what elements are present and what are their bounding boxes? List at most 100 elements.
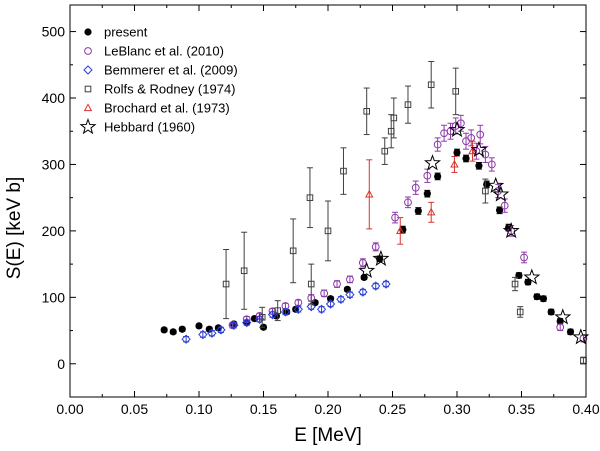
- x-axis-label: E [MeV]: [294, 425, 362, 446]
- data-point: [358, 261, 376, 279]
- data-point: [360, 273, 368, 282]
- y-tick-label: 200: [42, 223, 66, 239]
- data-point: [325, 299, 336, 309]
- x-tick-label: 0.05: [121, 401, 148, 417]
- data-point: [539, 295, 548, 303]
- legend-label: Hebbard (1960): [104, 120, 195, 135]
- data-point: [181, 334, 191, 344]
- data-point: [470, 140, 488, 158]
- data-point: [336, 294, 346, 305]
- data-point: [216, 325, 226, 335]
- legend-label: Rolfs & Rodney (1974): [104, 82, 236, 97]
- data-point: [306, 301, 316, 312]
- data-point: [448, 120, 466, 138]
- data-point: [404, 198, 412, 207]
- data-point: [495, 206, 504, 214]
- data-point: [340, 167, 347, 175]
- y-tick-label: 500: [42, 24, 66, 40]
- plot-frame: [69, 4, 587, 398]
- data-point: [482, 187, 489, 195]
- x-tick-label: 0.30: [443, 401, 470, 417]
- legend-label: Brochard et al. (1973): [104, 101, 230, 116]
- data-point: [520, 253, 528, 262]
- data-point: [414, 207, 422, 215]
- series-4: [365, 140, 477, 245]
- data-point: [371, 281, 381, 291]
- data-point: [363, 108, 370, 115]
- data-point: [452, 88, 460, 95]
- data-point: [453, 148, 461, 157]
- data-point: [346, 275, 354, 284]
- data-point: [274, 307, 281, 314]
- data-point: [411, 183, 420, 192]
- data-point: [390, 114, 398, 122]
- data-point: [533, 293, 541, 301]
- data-point: [500, 201, 509, 210]
- data-point: [475, 162, 483, 170]
- data-point: [289, 247, 297, 255]
- data-point: [294, 298, 303, 307]
- x-tick-label: 0.00: [56, 401, 83, 417]
- data-point: [492, 185, 510, 202]
- data-point: [487, 160, 496, 169]
- data-point: [502, 221, 520, 239]
- data-point: [280, 307, 291, 317]
- data-point: [242, 317, 252, 328]
- data-point: [395, 226, 405, 234]
- data-point: [178, 325, 186, 333]
- data-point: [511, 280, 519, 288]
- legend-marker: [84, 47, 92, 55]
- legend-label: present: [104, 25, 148, 40]
- data-point: [381, 279, 391, 289]
- data-point: [468, 146, 477, 155]
- data-point: [326, 295, 335, 303]
- data-point: [293, 304, 304, 315]
- data-point: [426, 207, 436, 216]
- y-tick-label: 300: [42, 156, 66, 172]
- x-tick-label: 0.35: [508, 401, 535, 417]
- legend-marker: [83, 103, 93, 112]
- data-point: [198, 329, 208, 340]
- x-tick-label: 0.25: [379, 401, 406, 417]
- data-point: [169, 328, 177, 336]
- data-point: [483, 180, 491, 188]
- data-point: [434, 172, 442, 181]
- legend-label: LeBlanc et al. (2010): [104, 44, 224, 59]
- data-point: [433, 140, 442, 149]
- y-tick-label: 0: [57, 356, 65, 372]
- data-point: [515, 271, 523, 280]
- data-point: [365, 189, 374, 198]
- data-point: [423, 190, 431, 198]
- series-3: [222, 60, 587, 365]
- data-point: [404, 101, 412, 108]
- data-point: [207, 328, 217, 338]
- legend-marker: [79, 118, 97, 135]
- data-point: [476, 130, 485, 139]
- data-point: [371, 242, 380, 251]
- data-point: [381, 147, 389, 155]
- data-point: [487, 176, 505, 193]
- data-point: [554, 308, 572, 325]
- series-1: [228, 114, 588, 343]
- data-point: [292, 305, 300, 313]
- data-point: [358, 287, 368, 297]
- y-axis-label: S(E) [keV b]: [4, 177, 25, 279]
- series-5: [358, 120, 590, 345]
- x-tick-label: 0.40: [572, 401, 599, 417]
- data-point: [258, 313, 266, 321]
- data-point: [307, 280, 315, 288]
- data-point: [423, 171, 432, 180]
- data-point: [283, 308, 291, 316]
- x-tick-label: 0.15: [250, 401, 277, 417]
- data-point: [311, 299, 319, 307]
- data-point: [494, 187, 503, 195]
- data-point: [372, 249, 390, 267]
- data-point: [556, 323, 565, 332]
- data-point: [523, 268, 541, 285]
- legend-label: Bemmerer et al. (2009): [104, 63, 238, 78]
- data-point: [547, 308, 555, 316]
- data-point: [324, 227, 332, 235]
- data-points: [160, 60, 590, 365]
